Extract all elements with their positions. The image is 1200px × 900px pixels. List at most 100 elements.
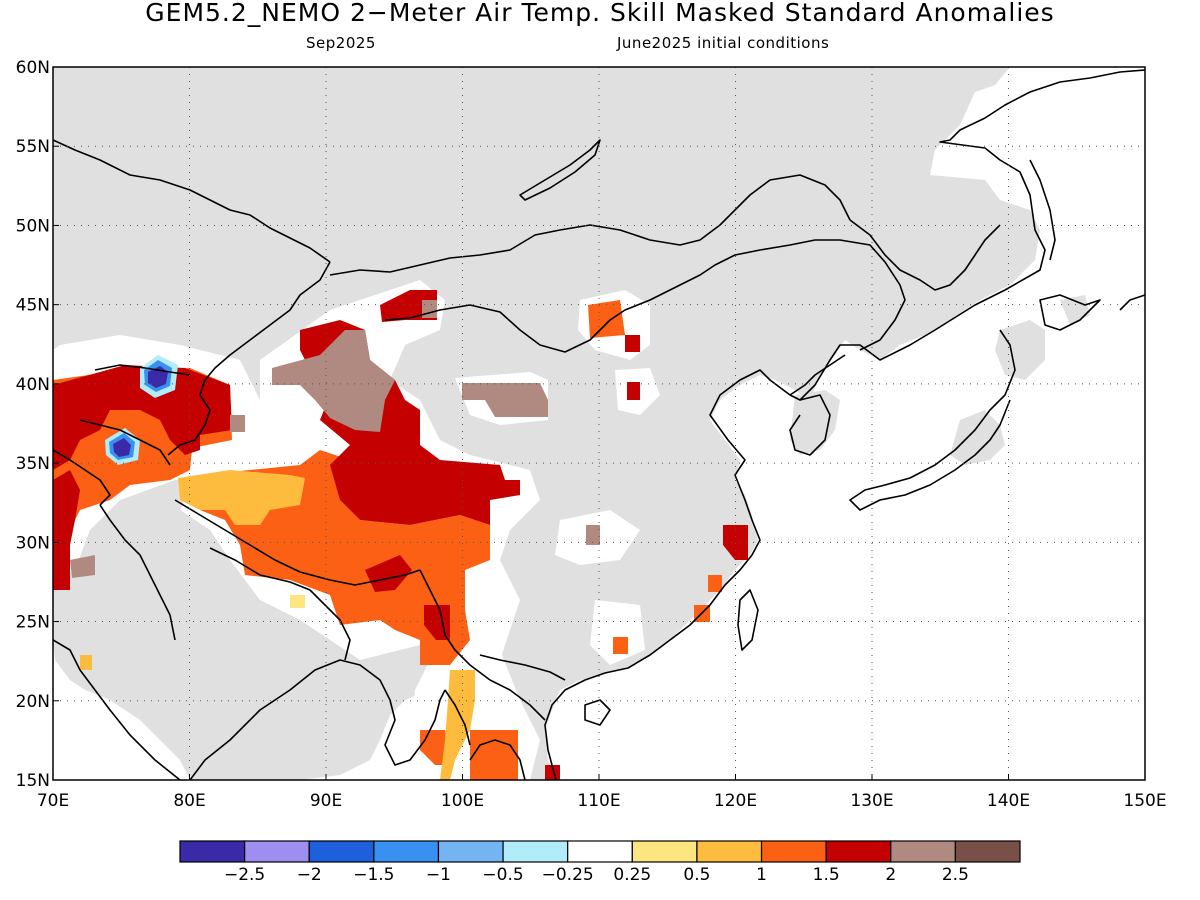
colorbar-swatch (954, 840, 1021, 863)
border-burma-thai (444, 689, 471, 746)
border-russia-china-east (849, 219, 1001, 291)
anomaly-2.5-east (422, 300, 437, 318)
coastline-japan-hokkaido (1039, 294, 1101, 331)
lon-tick-label: 140E (987, 791, 1030, 811)
border-korea-china (789, 354, 846, 396)
anomaly-1.5-nchina (588, 300, 625, 338)
anomaly-1.5-south (613, 637, 628, 654)
colorbar-label: 1.5 (813, 865, 840, 885)
anomaly-2-burma (365, 555, 412, 592)
masked-japan-main (950, 410, 1005, 465)
border-china-mongolia (384, 239, 906, 353)
lon-tick-label: 70E (37, 791, 69, 811)
anomaly-0.5-tibet (290, 595, 305, 608)
masked-korea (790, 390, 840, 455)
anomaly-1-tibet (178, 470, 305, 525)
lat-tick-label: 50N (16, 216, 50, 236)
anomaly-1.5-east-1 (708, 575, 722, 592)
anomaly-neg-spot-2-core (113, 438, 131, 457)
coastlines-and-borders (53, 69, 1145, 780)
border-tajik (79, 419, 171, 466)
colorbar-label: −0.25 (542, 865, 594, 885)
border-laos-vietnam (489, 679, 546, 721)
coastline-sakhalin (1029, 159, 1056, 261)
colorbar-label: −2 (297, 865, 322, 885)
lat-tick-label: 15N (16, 771, 50, 791)
coastline-bay-bengal (189, 659, 446, 780)
axis-ticks: 70E 80E 90E 100E 110E 120E 130E 140E 150E 15N 20N 2… (16, 58, 1167, 811)
colorbar-label: 1 (756, 865, 767, 885)
border-china-west (167, 261, 331, 456)
lon-tick-label: 100E (441, 791, 484, 811)
lat-tick-label: 25N (16, 613, 50, 633)
coastline-indochina (469, 739, 526, 780)
colorbar-label: −1.5 (353, 865, 394, 885)
lon-tick-label: 110E (577, 791, 620, 811)
lat-tick-label: 35N (16, 454, 50, 474)
lon-tick-label: 150E (1123, 791, 1166, 811)
lon-tick-label: 80E (173, 791, 205, 811)
colorbar-label: −1 (426, 865, 451, 885)
colorbar-swatch (502, 840, 569, 863)
coastline-hainan (584, 699, 611, 726)
colorbar-swatch (825, 840, 892, 863)
coastline-japan-honshu (849, 329, 1016, 511)
lon-tick-label: 120E (714, 791, 757, 811)
colorbar-label: −0.5 (482, 865, 523, 885)
lat-tick-label: 40N (16, 375, 50, 395)
masked-japan-north (995, 320, 1045, 380)
border-burma-china (419, 569, 491, 681)
anomaly-2.5-west (70, 555, 95, 578)
border-bhutan-bangladesh (309, 589, 351, 661)
colorbar-label: 2.5 (942, 865, 969, 885)
border-afghan (53, 449, 111, 506)
anomaly-2-vietnam (545, 765, 560, 780)
anomaly-1.5-burma (420, 730, 450, 765)
border-himalaya (174, 499, 421, 586)
colorbar-swatch (696, 840, 763, 863)
border-nepal-south (209, 547, 311, 591)
colorbar-label: 0.25 (613, 865, 651, 885)
lat-tick-label: 55N (16, 137, 50, 157)
anomaly-2-nchina-2 (627, 382, 640, 400)
anomaly-1-india (80, 655, 92, 670)
colorbar-swatch (760, 840, 827, 863)
colorbar-swatch (631, 840, 698, 863)
coastline-taiwan (737, 589, 759, 651)
gridlines (53, 67, 1145, 780)
map-title: GEM5.2_NEMO 2−Meter Air Temp. Skill Mask… (145, 0, 1055, 27)
lat-tick-label: 20N (16, 692, 50, 712)
coastline-kamchatka (1119, 294, 1145, 311)
colorbar-swatch (244, 840, 310, 863)
anomaly-2.5-china (586, 525, 600, 545)
anomaly-2-shanghai (723, 525, 748, 560)
anomaly-2-nchina (625, 335, 640, 352)
colorbar-label: −2.5 (224, 865, 265, 885)
lon-tick-label: 90E (310, 791, 342, 811)
colorbar-label: 2 (885, 865, 896, 885)
colorbar-swatch (373, 840, 440, 863)
border-kyrgyz (94, 364, 191, 376)
lat-tick-label: 60N (16, 58, 50, 78)
lat-tick-label: 45N (16, 296, 50, 316)
anomaly-1-burma (440, 670, 475, 780)
colorbar-swatch (890, 840, 956, 863)
anomaly-2.5-mongolia (462, 383, 548, 417)
colorbar-swatch (308, 840, 375, 863)
colorbar-swatch (179, 840, 246, 863)
anomaly-1.5-indochina (470, 730, 518, 780)
colorbar-label: 0.5 (683, 865, 710, 885)
coastline-korea (789, 394, 831, 456)
anomaly-2-kazakh (53, 365, 232, 470)
border-russia-mongolia (329, 174, 851, 276)
initial-conditions-label: June2025 initial conditions (617, 34, 830, 52)
border-china-vietnam (479, 654, 566, 681)
anomaly-2.5-tarim (272, 330, 395, 432)
coastline-india (53, 639, 181, 780)
border-kazakh-north (53, 139, 331, 263)
colorbar: −2.5 −2 −1.5 −1 −0.5 −0.25 0.25 0.5 1 1.5 2 2.5 (179, 840, 1021, 885)
anomaly-2.5-kazakh (230, 415, 245, 432)
white-region-south-china (590, 600, 645, 665)
lon-tick-label: 130E (850, 791, 893, 811)
